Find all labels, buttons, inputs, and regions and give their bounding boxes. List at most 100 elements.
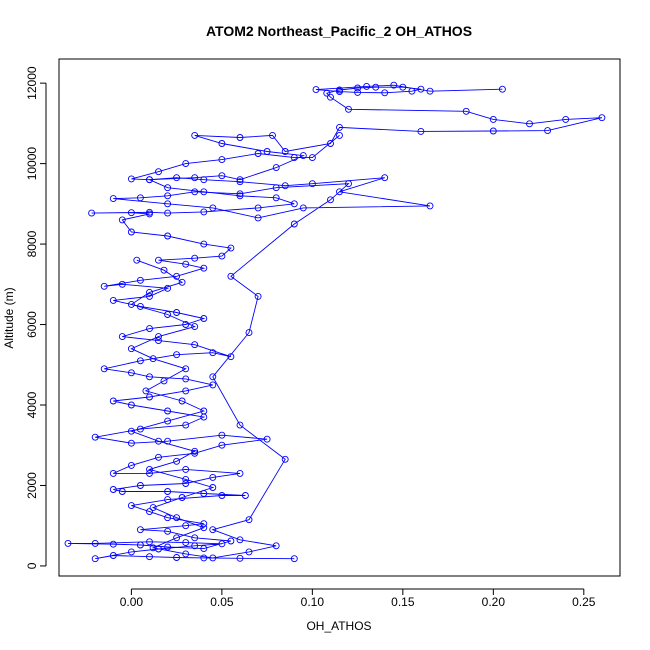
data-point xyxy=(236,536,244,544)
data-point xyxy=(164,232,172,240)
data-point xyxy=(136,425,144,433)
data-point xyxy=(269,131,276,139)
data-point xyxy=(155,437,162,445)
data-point xyxy=(218,492,226,499)
data-point xyxy=(173,457,181,465)
data-point xyxy=(191,188,199,196)
data-point xyxy=(236,469,244,477)
data-point xyxy=(191,323,199,331)
data-point xyxy=(164,284,172,292)
data-point xyxy=(182,522,190,530)
data-point xyxy=(109,540,117,548)
data-point xyxy=(146,176,153,184)
data-point xyxy=(399,83,407,91)
data-point xyxy=(209,526,217,534)
data-point xyxy=(526,120,533,128)
data-point xyxy=(272,164,280,172)
data-point xyxy=(236,178,244,186)
data-point xyxy=(218,156,226,164)
data-point xyxy=(345,105,352,113)
data-point xyxy=(182,465,190,473)
data-point xyxy=(218,140,226,147)
data-point xyxy=(136,302,144,310)
data-point xyxy=(100,282,108,290)
data-point xyxy=(91,539,99,547)
y-tick-label: 0 xyxy=(25,562,39,569)
data-point xyxy=(155,256,162,264)
data-point xyxy=(417,85,425,93)
data-point xyxy=(236,134,244,141)
data-point xyxy=(336,188,343,196)
data-point xyxy=(263,435,271,443)
data-point xyxy=(218,252,226,260)
data-point xyxy=(182,480,190,487)
data-point xyxy=(489,127,497,135)
data-point xyxy=(209,373,217,381)
y-tick-label: 8000 xyxy=(25,230,39,257)
data-point xyxy=(182,160,190,168)
data-point xyxy=(241,492,249,499)
data-point xyxy=(236,192,244,200)
data-point xyxy=(489,115,497,123)
data-point xyxy=(136,276,144,284)
data-point xyxy=(354,84,362,92)
data-point xyxy=(200,176,208,184)
data-point xyxy=(149,504,157,512)
data-point xyxy=(327,93,334,101)
data-point xyxy=(127,427,135,435)
data-point xyxy=(209,554,217,562)
data-point xyxy=(562,115,570,123)
data-point xyxy=(146,469,153,477)
data-point xyxy=(281,148,289,155)
data-point xyxy=(127,548,135,556)
plot-frame xyxy=(58,58,621,577)
data-point xyxy=(209,204,217,212)
data-point xyxy=(146,393,153,401)
data-point xyxy=(182,375,190,383)
data-point xyxy=(381,89,389,97)
data-point xyxy=(254,292,262,300)
data-point xyxy=(109,552,117,559)
data-point xyxy=(191,131,199,139)
data-point xyxy=(146,508,153,516)
data-point xyxy=(462,107,470,115)
data-point xyxy=(127,300,135,308)
data-point xyxy=(272,542,280,550)
data-point xyxy=(598,114,606,122)
data-point xyxy=(227,244,235,252)
data-point xyxy=(327,140,334,147)
data-point xyxy=(227,537,235,545)
y-tick-label: 12000 xyxy=(25,66,39,100)
data-point xyxy=(118,280,126,288)
data-point xyxy=(164,184,172,192)
data-point xyxy=(109,195,117,203)
data-point xyxy=(100,365,108,373)
x-tick-label: 0.05 xyxy=(210,595,234,609)
y-axis-label: Altitude (m) xyxy=(2,287,16,348)
x-tick-label: 0.15 xyxy=(391,595,415,609)
data-point xyxy=(236,176,244,184)
data-point xyxy=(155,333,162,341)
data-point xyxy=(218,540,226,548)
y-tick-label: 2000 xyxy=(25,472,39,499)
data-point xyxy=(164,488,172,495)
data-point xyxy=(281,455,289,463)
data-point xyxy=(127,439,135,447)
data-point xyxy=(173,272,181,280)
data-point xyxy=(200,315,208,322)
data-point xyxy=(160,377,168,385)
data-point xyxy=(200,520,208,528)
plot-points xyxy=(64,81,606,563)
data-point xyxy=(290,220,298,228)
data-point xyxy=(164,407,172,415)
data-point xyxy=(209,484,217,491)
x-tick-label: 0.20 xyxy=(482,595,506,609)
data-point xyxy=(164,527,172,535)
data-point xyxy=(218,431,226,439)
data-point xyxy=(182,475,190,483)
data-point xyxy=(417,127,425,135)
data-point xyxy=(178,278,186,286)
data-point xyxy=(155,453,162,461)
data-point xyxy=(127,461,135,469)
data-point xyxy=(336,131,343,139)
